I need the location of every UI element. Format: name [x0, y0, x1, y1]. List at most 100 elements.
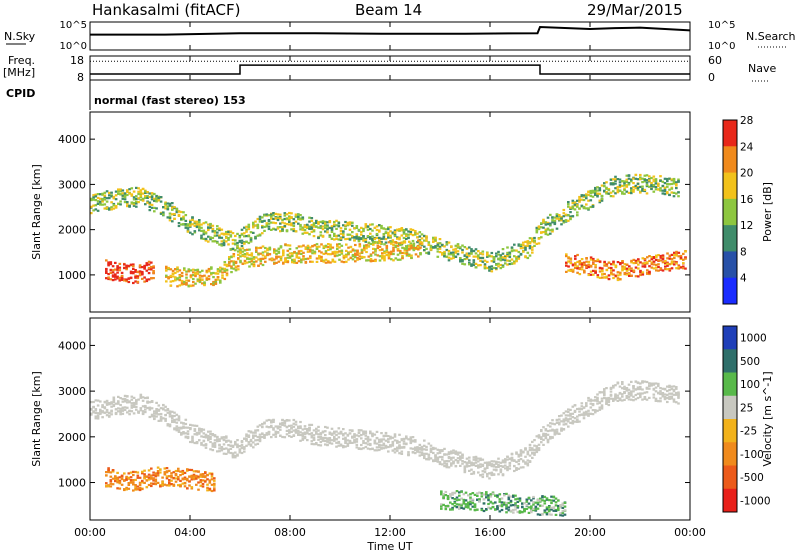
echo-cell — [155, 199, 158, 202]
echo-cell — [537, 443, 541, 446]
cpid-label: CPID — [6, 87, 35, 100]
echo-cell — [354, 260, 357, 263]
echo-cell — [144, 408, 147, 411]
echo-cell — [213, 439, 217, 442]
echo-cell — [371, 223, 374, 226]
echo-cell — [112, 403, 116, 406]
echo-cell — [99, 200, 102, 203]
echo-cell — [398, 452, 401, 455]
echo-cell — [354, 254, 357, 257]
echo-cell — [171, 272, 175, 275]
echo-cell — [616, 185, 620, 189]
echo-cell — [512, 504, 515, 507]
echo-cell — [294, 430, 298, 433]
echo-cell — [267, 214, 271, 217]
echo-cell — [109, 485, 113, 488]
echo-cell — [125, 266, 128, 269]
echo-cell — [109, 261, 113, 264]
echo-cell — [312, 429, 316, 432]
echo-cell — [507, 509, 511, 512]
echo-cell — [477, 256, 480, 259]
echo-cell — [136, 474, 140, 477]
echo-cell — [109, 268, 113, 271]
echo-cell — [637, 260, 640, 263]
echo-cell — [589, 191, 593, 194]
echo-cell — [473, 503, 477, 506]
echo-cell — [212, 276, 215, 279]
echo-cell — [92, 198, 95, 201]
echo-cell — [348, 439, 352, 442]
echo-cell — [587, 414, 590, 417]
echo-cell — [356, 256, 359, 260]
echo-cell — [249, 236, 253, 240]
echo-cell — [183, 281, 186, 284]
echo-cell — [175, 429, 179, 432]
echo-cell — [432, 451, 435, 455]
echo-cell — [135, 205, 138, 208]
echo-cell — [423, 239, 426, 242]
echo-cell — [321, 228, 325, 231]
echo-cell — [456, 243, 460, 246]
echo-cell — [308, 423, 311, 426]
echo-cell — [596, 258, 600, 261]
echo-cell — [197, 488, 200, 491]
echo-cell — [639, 185, 642, 188]
echo-cell — [447, 256, 451, 259]
echo-cell — [231, 242, 235, 245]
echo-cell — [191, 424, 194, 427]
echo-cell — [387, 236, 390, 239]
echo-cell — [641, 265, 645, 268]
echo-cell — [180, 210, 183, 214]
echo-cell — [558, 214, 561, 217]
echo-cell — [116, 271, 119, 274]
echo-cell — [517, 255, 521, 258]
echo-cell — [369, 223, 372, 226]
echo-cell — [451, 503, 454, 506]
echo-cell — [168, 410, 172, 413]
echo-cell — [202, 444, 206, 447]
echo-cell — [459, 246, 462, 249]
echo-cell — [221, 271, 224, 274]
echo-cell — [230, 271, 233, 274]
echo-cell — [451, 493, 454, 496]
echo-cell — [594, 188, 597, 191]
echo-cell — [230, 267, 233, 270]
echo-cell — [500, 501, 504, 504]
echo-cell — [123, 479, 126, 482]
echo-cell — [206, 489, 209, 492]
echo-cell — [418, 235, 422, 238]
echo-cell — [139, 189, 143, 192]
echo-cell — [213, 477, 216, 480]
echo-cell — [447, 466, 451, 469]
echo-cell — [90, 412, 93, 415]
echo-cell — [274, 217, 278, 220]
echo-cell — [261, 435, 264, 439]
echo-cell — [621, 399, 624, 402]
echo-cell — [337, 441, 341, 444]
echo-cell — [605, 275, 609, 278]
echo-cell — [366, 438, 370, 441]
echo-cell — [248, 248, 251, 251]
echo-cell — [177, 478, 180, 481]
echo-cell — [517, 453, 521, 456]
echo-cell — [279, 259, 283, 262]
echo-cell — [410, 256, 413, 259]
echo-cell — [616, 394, 620, 397]
echo-cell — [438, 455, 442, 459]
echo-cell — [234, 242, 237, 245]
echo-cell — [111, 483, 115, 486]
echo-cell — [200, 443, 203, 446]
echo-cell — [201, 269, 204, 272]
echo-cell — [596, 192, 599, 195]
echo-cell — [353, 435, 356, 438]
echo-cell — [670, 388, 674, 391]
echo-cell — [197, 470, 200, 473]
echo-cell — [270, 213, 273, 216]
echo-cell — [672, 385, 676, 388]
echo-cell — [587, 207, 590, 210]
echo-cell — [614, 175, 617, 178]
echo-cell — [652, 396, 656, 399]
echo-cell — [250, 257, 254, 260]
echo-cell — [576, 415, 579, 418]
echo-cell — [519, 247, 523, 250]
